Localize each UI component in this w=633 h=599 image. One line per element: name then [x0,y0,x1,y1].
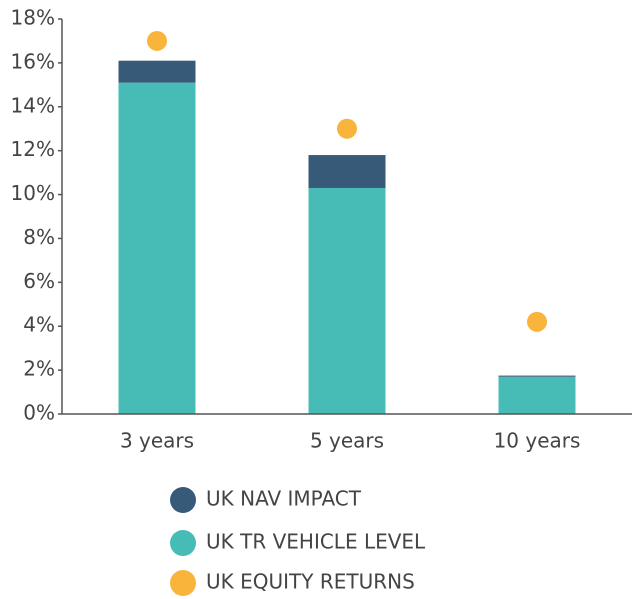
y-tick-label: 2% [23,357,55,381]
bar-segment [498,375,576,377]
legend-swatch [170,487,196,513]
bar-segment [498,376,576,414]
y-tick-label: 14% [11,93,55,117]
y-tick-label: 6% [23,269,55,293]
bar-segment [308,187,386,414]
y-tick-label: 12% [11,137,55,161]
dot [527,311,547,332]
y-tick-label: 4% [23,313,55,337]
legend-label: UK TR VEHICLE LEVEL [206,530,426,554]
x-tick-label: 5 years [310,429,384,453]
y-tick-label: 18% [11,6,55,30]
y-tick-label: 8% [23,225,55,249]
legend-swatch [170,570,196,596]
legend-label: UK EQUITY RETURNS [206,570,415,594]
dot [147,30,167,51]
x-tick-label: 10 years [494,429,581,453]
legend-label: UK NAV IMPACT [206,487,362,511]
y-tick-label: 16% [11,49,55,73]
y-tick-label: 0% [23,401,55,425]
dot [337,118,357,139]
bar-segment [308,155,386,188]
y-tick-label: 10% [11,181,55,205]
legend-swatch [170,530,196,556]
bar-segment [118,60,196,83]
x-tick-label: 3 years [120,429,194,453]
bar-segment [118,82,196,414]
